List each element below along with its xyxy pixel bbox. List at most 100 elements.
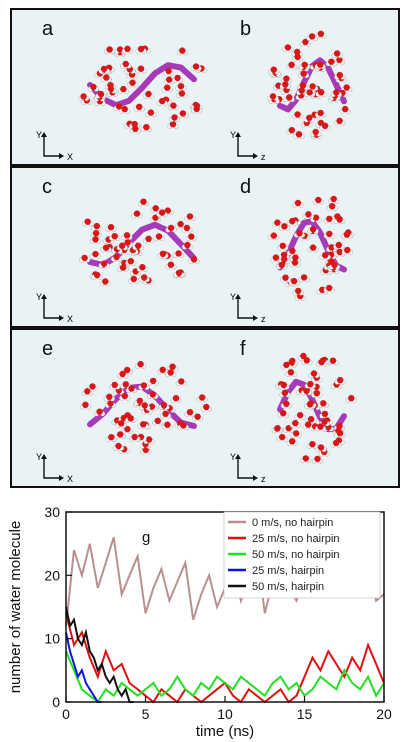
water-molecule bbox=[306, 33, 318, 42]
water-molecule bbox=[173, 269, 185, 278]
legend-label: 50 m/s, no hairpin bbox=[252, 549, 339, 561]
water-molecule bbox=[192, 413, 204, 422]
water-molecule bbox=[323, 284, 335, 293]
water-molecule bbox=[120, 60, 132, 69]
water-molecule bbox=[103, 46, 116, 55]
water-molecule bbox=[325, 58, 338, 67]
water-molecule bbox=[323, 215, 335, 224]
water-molecule bbox=[117, 264, 129, 273]
water-molecule bbox=[319, 410, 331, 419]
water-molecule bbox=[153, 233, 165, 242]
legend-label: 25 m/s, hairpin bbox=[252, 565, 324, 577]
water-molecule bbox=[172, 74, 184, 83]
water-molecule bbox=[137, 421, 149, 429]
water-molecule bbox=[100, 244, 112, 253]
water-molecule bbox=[134, 360, 147, 369]
water-molecule bbox=[156, 97, 168, 106]
water-molecule bbox=[310, 128, 322, 137]
water-molecule bbox=[268, 232, 280, 241]
water-molecule bbox=[286, 247, 299, 256]
water-molecule bbox=[302, 211, 315, 219]
water-molecule bbox=[121, 425, 134, 434]
water-molecule bbox=[143, 235, 155, 244]
water-molecule bbox=[308, 370, 320, 379]
water-molecule bbox=[142, 90, 155, 99]
axis-triad: YX bbox=[36, 292, 73, 324]
water-molecule bbox=[131, 210, 143, 219]
water-molecule bbox=[314, 423, 327, 432]
water-molecule bbox=[268, 66, 280, 75]
x-tick-label: 10 bbox=[217, 706, 233, 722]
water-molecule bbox=[277, 242, 289, 251]
water-molecule bbox=[289, 419, 301, 428]
molecule-snapshot-image bbox=[79, 352, 357, 464]
water-molecule bbox=[304, 401, 316, 409]
water-molecule bbox=[278, 381, 290, 390]
water-molecule bbox=[292, 111, 304, 120]
water-molecule bbox=[330, 89, 342, 98]
water-molecule bbox=[181, 224, 193, 233]
water-molecule bbox=[165, 261, 177, 270]
water-molecule bbox=[299, 61, 311, 70]
axis-label-horizontal: z bbox=[261, 474, 266, 484]
water-molecule bbox=[138, 274, 150, 283]
water-molecule bbox=[315, 358, 328, 367]
water-molecule bbox=[77, 93, 90, 102]
water-molecule bbox=[79, 401, 92, 410]
water-molecule bbox=[334, 430, 346, 438]
water-molecule bbox=[161, 84, 173, 93]
axis-label-horizontal: z bbox=[261, 314, 266, 324]
water-molecule bbox=[98, 65, 110, 74]
water-molecule bbox=[116, 242, 128, 251]
water-molecule bbox=[311, 455, 324, 464]
water-molecule bbox=[326, 203, 338, 211]
water-molecule bbox=[293, 131, 305, 139]
water-molecule bbox=[296, 87, 308, 96]
water-molecule bbox=[292, 287, 304, 296]
water-molecule bbox=[125, 258, 137, 266]
water-molecule bbox=[286, 217, 298, 226]
water-molecule bbox=[139, 402, 151, 411]
water-molecule bbox=[129, 125, 141, 134]
water-molecule bbox=[165, 224, 177, 233]
water-molecule bbox=[170, 395, 182, 403]
water-molecule bbox=[290, 430, 302, 439]
water-molecule bbox=[89, 236, 102, 245]
water-molecule bbox=[282, 44, 294, 53]
molecule-snapshot-image bbox=[78, 195, 354, 301]
water-molecule bbox=[278, 256, 290, 264]
water-count-chart: 0 5 10 15 20 0 10 20 30 time (ns) number of water … bbox=[7, 504, 392, 740]
water-molecule bbox=[334, 376, 346, 385]
water-molecule bbox=[126, 79, 139, 88]
water-molecule bbox=[103, 393, 115, 402]
water-molecule bbox=[78, 254, 91, 263]
water-molecule bbox=[98, 260, 110, 269]
water-molecule bbox=[312, 196, 324, 205]
x-axis-label: time (ns) bbox=[196, 723, 254, 740]
y-axis-label: number of water molecule bbox=[7, 521, 24, 694]
water-molecule bbox=[307, 226, 319, 234]
water-molecule bbox=[132, 242, 144, 251]
water-molecule bbox=[104, 400, 117, 408]
water-molecule bbox=[175, 378, 187, 387]
axis-triad: Yz bbox=[230, 292, 266, 324]
water-molecule bbox=[165, 369, 177, 378]
water-molecule bbox=[317, 400, 329, 408]
water-molecule bbox=[292, 53, 304, 62]
water-molecule bbox=[188, 256, 200, 265]
water-molecule bbox=[293, 230, 306, 238]
axis-label-vertical: Y bbox=[36, 292, 42, 302]
water-molecule bbox=[283, 94, 295, 103]
water-molecule bbox=[82, 218, 94, 227]
water-molecule bbox=[280, 361, 293, 370]
water-molecule bbox=[119, 105, 131, 114]
water-molecule bbox=[156, 209, 168, 218]
water-molecule bbox=[334, 117, 346, 126]
water-molecule bbox=[294, 411, 306, 420]
water-molecule bbox=[160, 410, 172, 419]
water-molecule bbox=[300, 455, 312, 463]
water-molecule bbox=[315, 444, 327, 453]
water-molecule bbox=[184, 213, 196, 222]
